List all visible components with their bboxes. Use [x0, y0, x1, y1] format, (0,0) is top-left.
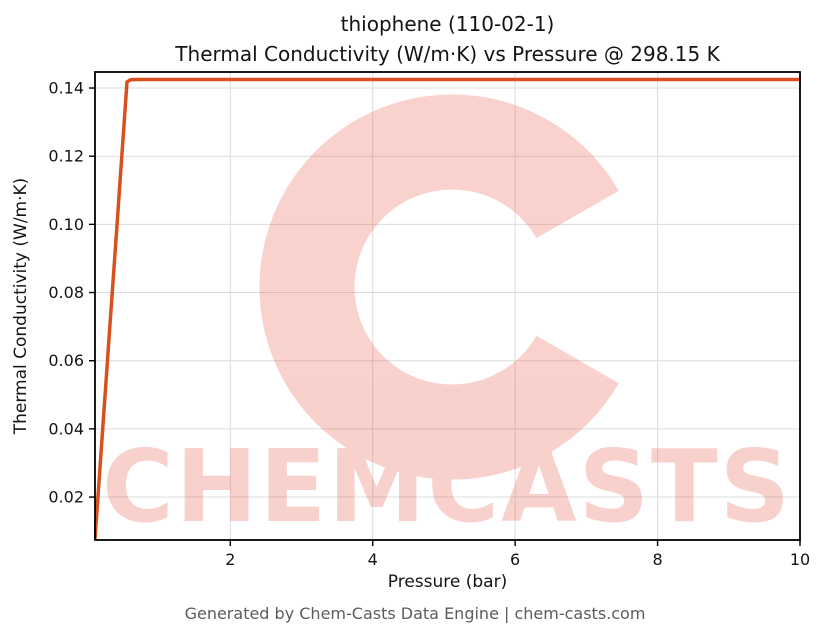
x-tick-label: 8	[652, 550, 662, 569]
y-tick-label: 0.10	[48, 215, 84, 234]
y-tick-label: 0.14	[48, 79, 84, 98]
watermark-text: CHEMCASTS	[102, 428, 792, 545]
y-tick-label: 0.12	[48, 147, 84, 166]
x-axis-label: Pressure (bar)	[387, 572, 508, 592]
x-tick-label: 6	[510, 550, 520, 569]
y-tick-label: 0.04	[48, 419, 84, 438]
plot-frame	[94, 71, 801, 541]
c-logo-ring-icon	[259, 94, 645, 480]
data-line	[94, 77, 801, 541]
c-swirl-logo: CHEMCASTS	[102, 94, 792, 545]
chart-title-line2: Thermal Conductivity (W/m·K) vs Pressure…	[175, 42, 720, 66]
x-tick-label: 4	[368, 550, 378, 569]
y-axis-label: Thermal Conductivity (W/m·K)	[11, 177, 31, 435]
footer-credit: Generated by Chem-Casts Data Engine | ch…	[184, 604, 646, 623]
x-tick-label: 2	[225, 550, 235, 569]
y-tick-label: 0.08	[48, 283, 84, 302]
y-tick-label: 0.02	[48, 488, 84, 507]
y-tick-label: 0.06	[48, 351, 84, 370]
chart-title-line1: thiophene (110-02-1)	[340, 12, 555, 36]
x-tick-label: 10	[790, 550, 810, 569]
chart-title: thiophene (110-02-1) Thermal Conductivit…	[95, 9, 800, 69]
